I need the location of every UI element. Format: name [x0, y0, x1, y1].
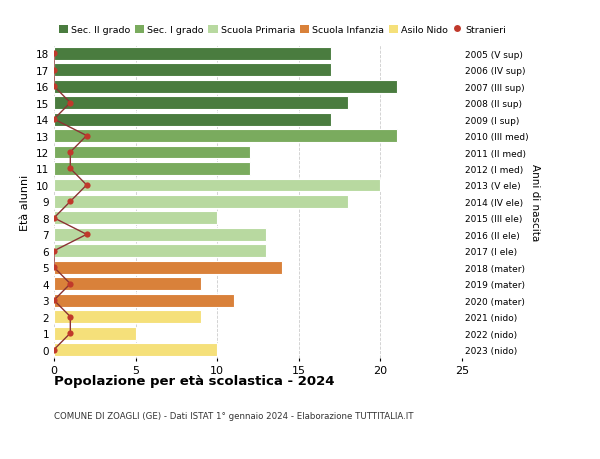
Point: [65, 280, 75, 288]
Legend: Sec. II grado, Sec. I grado, Scuola Primaria, Scuola Infanzia, Asilo Nido, Stran: Sec. II grado, Sec. I grado, Scuola Prim…: [59, 26, 506, 35]
Point: [49, 116, 59, 123]
Bar: [54, 278, 201, 291]
Bar: [54, 113, 331, 126]
Bar: [54, 261, 283, 274]
Bar: [54, 81, 397, 93]
Point: [49, 346, 59, 353]
Bar: [54, 212, 217, 225]
Bar: [54, 196, 348, 208]
Bar: [54, 130, 397, 143]
Point: [49, 215, 59, 222]
Y-axis label: Età alunni: Età alunni: [20, 174, 31, 230]
Bar: [54, 245, 266, 257]
Point: [82, 133, 91, 140]
Bar: [54, 162, 250, 175]
Text: Popolazione per età scolastica - 2024: Popolazione per età scolastica - 2024: [54, 374, 335, 387]
Text: COMUNE DI ZOAGLI (GE) - Dati ISTAT 1° gennaio 2024 - Elaborazione TUTTITALIA.IT: COMUNE DI ZOAGLI (GE) - Dati ISTAT 1° ge…: [54, 411, 413, 420]
Point: [65, 313, 75, 321]
Bar: [54, 294, 233, 307]
Bar: [54, 64, 331, 77]
Bar: [54, 179, 380, 192]
Point: [65, 165, 75, 173]
Bar: [54, 97, 348, 110]
Point: [65, 100, 75, 107]
Bar: [54, 229, 266, 241]
Bar: [54, 48, 331, 61]
Point: [49, 83, 59, 90]
Point: [82, 231, 91, 239]
Point: [49, 50, 59, 58]
Point: [49, 264, 59, 271]
Point: [49, 67, 59, 74]
Point: [65, 149, 75, 157]
Point: [49, 297, 59, 304]
Bar: [54, 327, 136, 340]
Point: [65, 330, 75, 337]
Bar: [54, 311, 201, 323]
Bar: [54, 146, 250, 159]
Point: [49, 247, 59, 255]
Point: [82, 182, 91, 189]
Point: [65, 198, 75, 206]
Y-axis label: Anni di nascita: Anni di nascita: [530, 163, 539, 241]
Bar: [54, 343, 217, 356]
